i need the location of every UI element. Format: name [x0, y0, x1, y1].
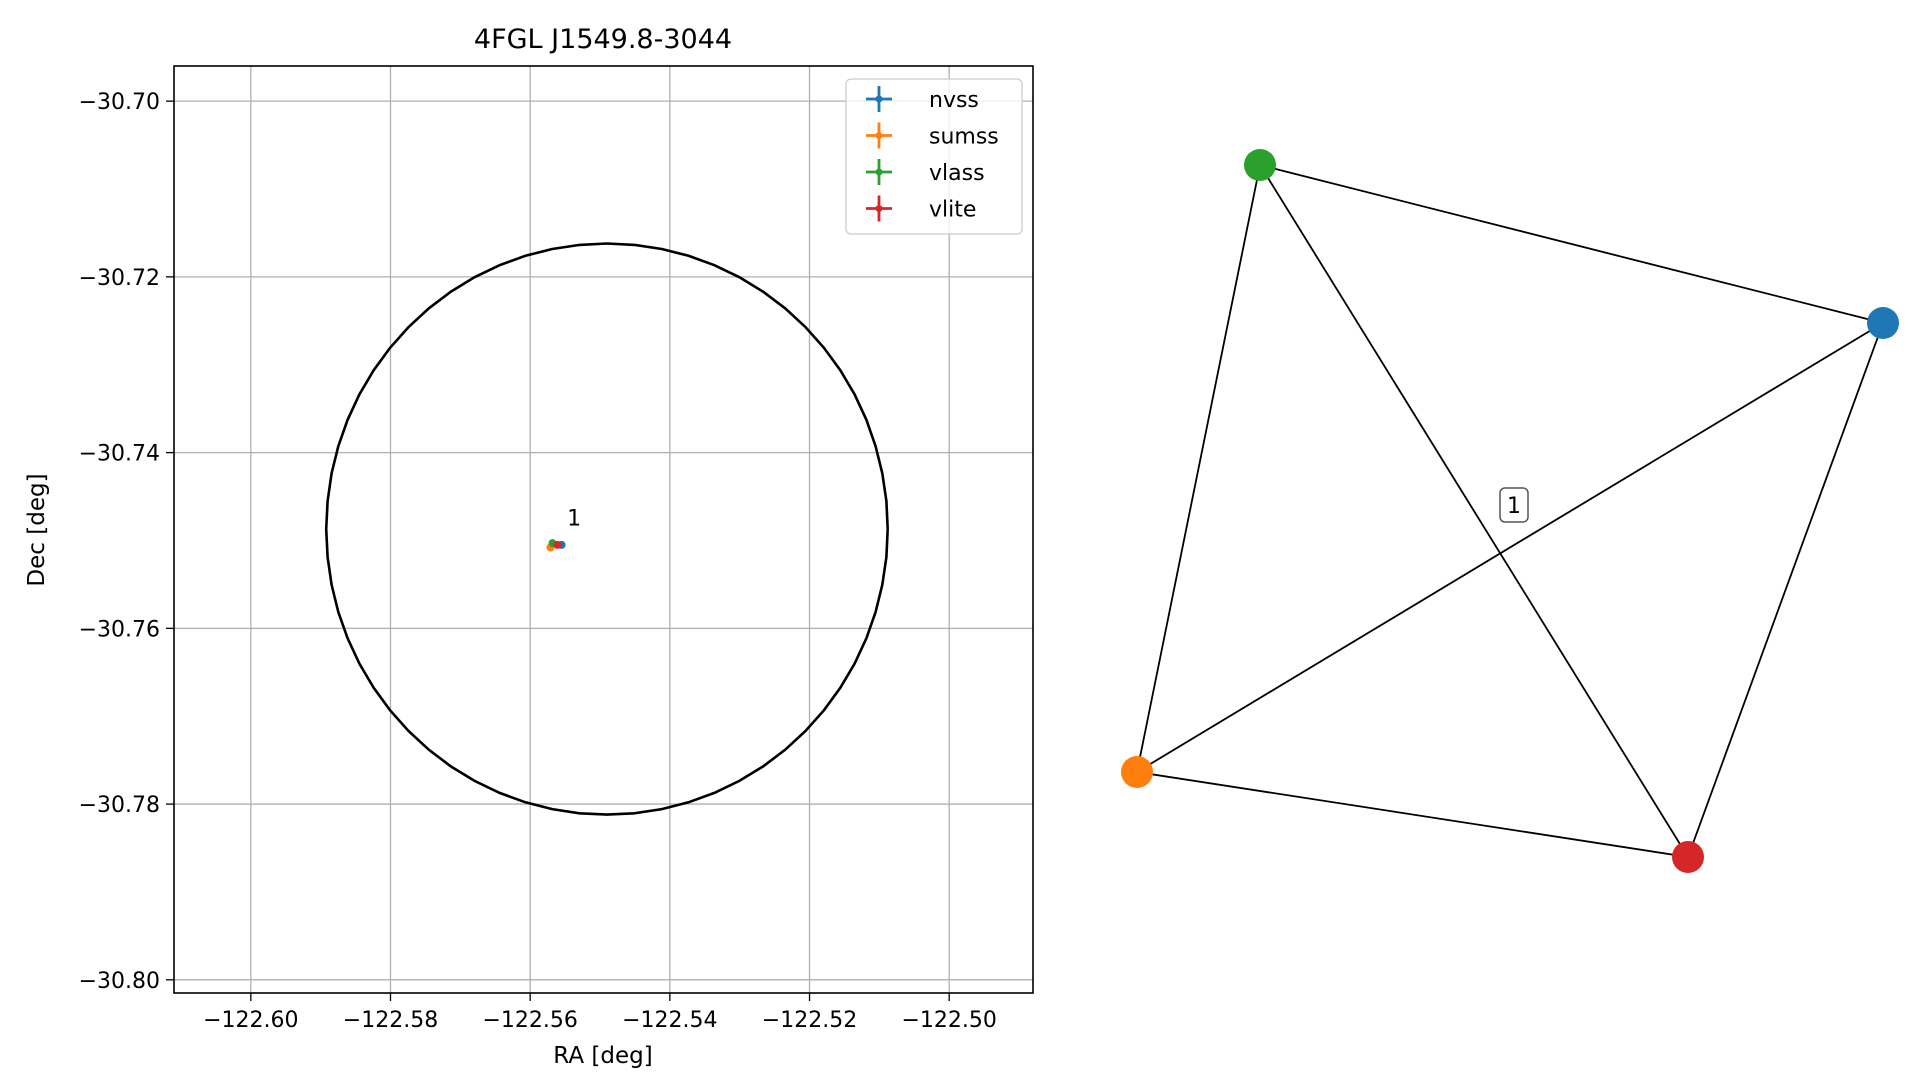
x-tick-label: −122.56: [482, 1008, 577, 1033]
error-circle-path: [324, 242, 889, 816]
point-annotation: 1: [567, 507, 581, 532]
network-edges: [1136, 164, 1884, 858]
scatter-panel: 4FGL J1549.8-3044 1 −122.60 −122.58 −122.5…: [24, 24, 1034, 1069]
edge-sumss-vlite: [1136, 771, 1689, 858]
node-vlite: [1672, 841, 1704, 873]
network-label: 1: [1499, 487, 1529, 523]
legend-frame: [845, 78, 1023, 235]
error-circle: [324, 242, 889, 816]
network-panel: 1: [1121, 149, 1899, 873]
x-axis-label: RA [deg]: [553, 1043, 652, 1069]
legend-entry-vlass: vlass: [866, 159, 985, 186]
annotations: 1: [567, 507, 581, 532]
legend-entry-vlite: vlite: [866, 195, 976, 223]
y-tick-label: −30.76: [79, 617, 160, 642]
network-label-box: [1499, 487, 1529, 523]
node-nvss: [1867, 307, 1899, 339]
y-tick-label: −30.78: [79, 793, 160, 818]
x-tick-label: −122.50: [901, 1008, 996, 1033]
data-points: [546, 539, 566, 552]
x-axis-ticks: −122.60 −122.58 −122.56 −122.54 −122.52 −122.…: [203, 993, 997, 1033]
legend-entry-sumss: sumss: [866, 122, 999, 150]
y-tick-label: −30.74: [79, 442, 160, 467]
edge-nvss-vlite: [1687, 322, 1884, 858]
legend-marker-dot: [875, 132, 883, 139]
legend-label: nvss: [929, 88, 979, 113]
axes-frame: [173, 65, 1034, 994]
legend-label: vlite: [929, 198, 976, 223]
legend-entry-nvss: nvss: [866, 86, 979, 113]
network-nodes: [1121, 149, 1899, 873]
x-tick-label: −122.52: [762, 1008, 857, 1033]
legend-label: sumss: [929, 125, 999, 150]
x-tick-label: −122.60: [203, 1008, 298, 1033]
y-axis-ticks: −30.70 −30.72 −30.74 −30.76 −30.78 −30.80: [79, 90, 174, 994]
edge-vlass-nvss: [1259, 164, 1884, 324]
y-axis-label: Dec [deg]: [24, 473, 50, 586]
edge-nvss-sumss: [1136, 322, 1884, 773]
edge-vlass-vlite: [1259, 164, 1689, 858]
legend-marker-dot: [875, 168, 883, 176]
chart-title: 4FGL J1549.8-3044: [474, 24, 732, 55]
x-tick-label: −122.54: [622, 1008, 717, 1033]
y-tick-label: −30.70: [79, 90, 160, 115]
legend: nvss sumss vlass vlite: [845, 78, 1023, 235]
y-tick-label: −30.80: [79, 969, 160, 994]
node-vlass: [1244, 149, 1276, 181]
y-tick-label: −30.72: [79, 266, 160, 291]
legend-label: vlass: [929, 161, 985, 186]
edge-vlass-sumss: [1136, 164, 1261, 773]
network-label-text: 1: [1507, 494, 1521, 519]
x-tick-label: −122.58: [343, 1008, 438, 1033]
legend-marker-dot: [875, 95, 883, 103]
point-vlite: [553, 540, 562, 549]
node-sumss: [1121, 756, 1153, 788]
legend-marker-dot: [875, 205, 883, 212]
